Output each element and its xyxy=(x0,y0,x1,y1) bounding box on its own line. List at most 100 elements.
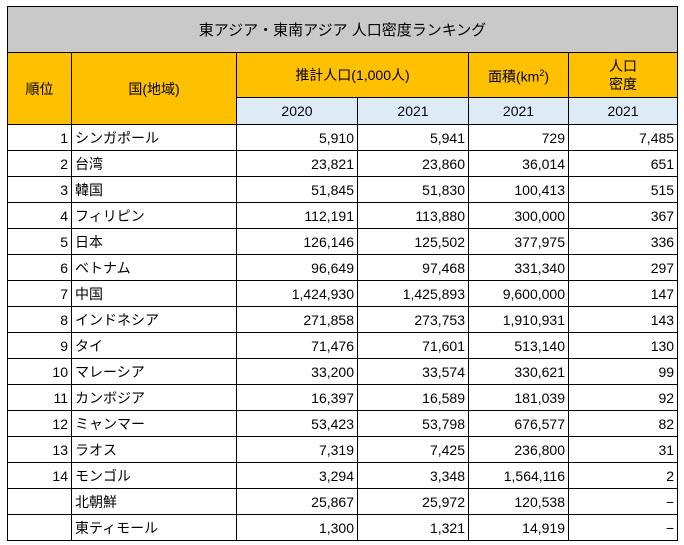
population-2021-cell: 125,502 xyxy=(357,228,469,255)
rank-cell: 5 xyxy=(7,228,72,255)
country-cell: ラオス xyxy=(71,436,237,463)
year-header: 2021 xyxy=(567,97,679,125)
population-2020-cell: 96,649 xyxy=(236,254,358,281)
population-2021-cell: 53,798 xyxy=(357,410,469,437)
area-cell: 236,800 xyxy=(468,436,569,463)
density-cell: 336 xyxy=(567,228,679,255)
population-2021-cell: 1,425,893 xyxy=(357,280,469,307)
population-2021-cell: 71,601 xyxy=(357,332,469,359)
rank-cell xyxy=(7,514,72,541)
data-row: 5 日本 126,146 125,502 377,975 336 xyxy=(7,228,679,255)
area-header-close: ) xyxy=(544,68,549,85)
area-cell: 1,564,116 xyxy=(468,462,569,489)
table-wrapper: 東アジア・東南アジア 人口密度ランキング 順位 国(地域) 推計人口(1,000… xyxy=(6,6,679,541)
rank-cell: 14 xyxy=(7,462,72,489)
rank-cell: 10 xyxy=(7,358,72,385)
population-2020-cell: 1,300 xyxy=(236,514,358,541)
population-2020-cell: 126,146 xyxy=(236,228,358,255)
population-2021-cell: 51,830 xyxy=(357,176,469,203)
population-2021-cell: 113,880 xyxy=(357,202,469,229)
country-cell: 日本 xyxy=(71,228,237,255)
country-header: 国(地域) xyxy=(71,52,237,125)
area-cell: 513,140 xyxy=(468,332,569,359)
area-cell: 300,000 xyxy=(468,202,569,229)
density-cell: 7,485 xyxy=(567,124,679,151)
density-cell: 82 xyxy=(567,410,679,437)
population-2020-cell: 5,910 xyxy=(236,124,358,151)
density-cell: 31 xyxy=(567,436,679,463)
table-title: 東アジア・東南アジア 人口密度ランキング xyxy=(6,6,679,53)
population-2020-cell: 71,476 xyxy=(236,332,358,359)
population-2020-cell: 3,294 xyxy=(236,462,358,489)
rank-cell xyxy=(7,488,72,515)
area-cell: 181,039 xyxy=(468,384,569,411)
density-cell: 99 xyxy=(567,358,679,385)
density-header-line: 人口 xyxy=(609,58,638,74)
data-row: 10 マレーシア 33,200 33,574 330,621 99 xyxy=(7,358,679,385)
data-row: 2 台湾 23,821 23,860 36,014 651 xyxy=(7,150,679,177)
population-2020-cell: 51,845 xyxy=(236,176,358,203)
country-cell: ミャンマー xyxy=(71,410,237,437)
rank-cell: 12 xyxy=(7,410,72,437)
population-2020-cell: 33,200 xyxy=(236,358,358,385)
ranking-table: 東アジア・東南アジア 人口密度ランキング 順位 国(地域) 推計人口(1,000… xyxy=(6,6,679,541)
population-2021-cell: 1,321 xyxy=(357,514,469,541)
rank-cell: 6 xyxy=(7,254,72,281)
density-cell: 143 xyxy=(567,306,679,333)
country-cell: 北朝鮮 xyxy=(71,488,237,515)
country-cell: ベトナム xyxy=(71,254,237,281)
density-header: 人口 密度 xyxy=(567,52,679,98)
population-2021-cell: 97,468 xyxy=(357,254,469,281)
density-cell: 651 xyxy=(567,150,679,177)
header-row: 順位 国(地域) 推計人口(1,000人) 面積(km2) 人口 密度 xyxy=(7,52,679,125)
year-row: 2020 2021 2021 2021 xyxy=(8,97,679,125)
population-2020-cell: 271,858 xyxy=(236,306,358,333)
country-cell: フィリピン xyxy=(71,202,237,229)
area-cell: 9,600,000 xyxy=(468,280,569,307)
population-2021-cell: 16,589 xyxy=(357,384,469,411)
rank-cell: 7 xyxy=(7,280,72,307)
population-2021-cell: 5,941 xyxy=(357,124,469,151)
area-cell: 120,538 xyxy=(468,488,569,515)
area-header: 面積(km2) xyxy=(468,52,569,98)
area-cell: 36,014 xyxy=(468,150,569,177)
rank-cell: 9 xyxy=(7,332,72,359)
population-2020-cell: 112,191 xyxy=(236,202,358,229)
country-cell: タイ xyxy=(71,332,237,359)
year-header: 2021 xyxy=(468,97,569,125)
area-cell: 676,577 xyxy=(468,410,569,437)
area-cell: 100,413 xyxy=(468,176,569,203)
area-cell: 14,919 xyxy=(468,514,569,541)
density-cell: − xyxy=(567,514,679,541)
population-2021-cell: 23,860 xyxy=(357,150,469,177)
data-row: 12 ミャンマー 53,423 53,798 676,577 82 xyxy=(7,410,679,437)
area-cell: 330,621 xyxy=(468,358,569,385)
density-cell: 147 xyxy=(567,280,679,307)
data-row: 7 中国 1,424,930 1,425,893 9,600,000 147 xyxy=(7,280,679,307)
population-2021-cell: 25,972 xyxy=(357,488,469,515)
area-cell: 331,340 xyxy=(468,254,569,281)
data-row: 4 フィリピン 112,191 113,880 300,000 367 xyxy=(7,202,679,229)
country-cell: 台湾 xyxy=(71,150,237,177)
population-2020-cell: 1,424,930 xyxy=(236,280,358,307)
density-cell: 92 xyxy=(567,384,679,411)
rank-cell: 3 xyxy=(7,176,72,203)
population-2020-cell: 16,397 xyxy=(236,384,358,411)
density-cell: 367 xyxy=(567,202,679,229)
title-row: 東アジア・東南アジア 人口密度ランキング xyxy=(6,6,679,53)
data-row: 9 タイ 71,476 71,601 513,140 130 xyxy=(7,332,679,359)
country-cell: 東ティモール xyxy=(71,514,237,541)
area-header-sup: 2 xyxy=(539,68,545,79)
area-header-text: 面積(km xyxy=(487,68,540,85)
population-header: 推計人口(1,000人) xyxy=(236,52,469,98)
rank-cell: 8 xyxy=(7,306,72,333)
rank-cell: 13 xyxy=(7,436,72,463)
data-row: 6 ベトナム 96,649 97,468 331,340 297 xyxy=(7,254,679,281)
data-row: 3 韓国 51,845 51,830 100,413 515 xyxy=(7,176,679,203)
density-cell: 515 xyxy=(567,176,679,203)
country-cell: マレーシア xyxy=(71,358,237,385)
data-row: 北朝鮮 25,867 25,972 120,538− xyxy=(7,488,679,515)
country-cell: 中国 xyxy=(71,280,237,307)
density-cell: 130 xyxy=(567,332,679,359)
